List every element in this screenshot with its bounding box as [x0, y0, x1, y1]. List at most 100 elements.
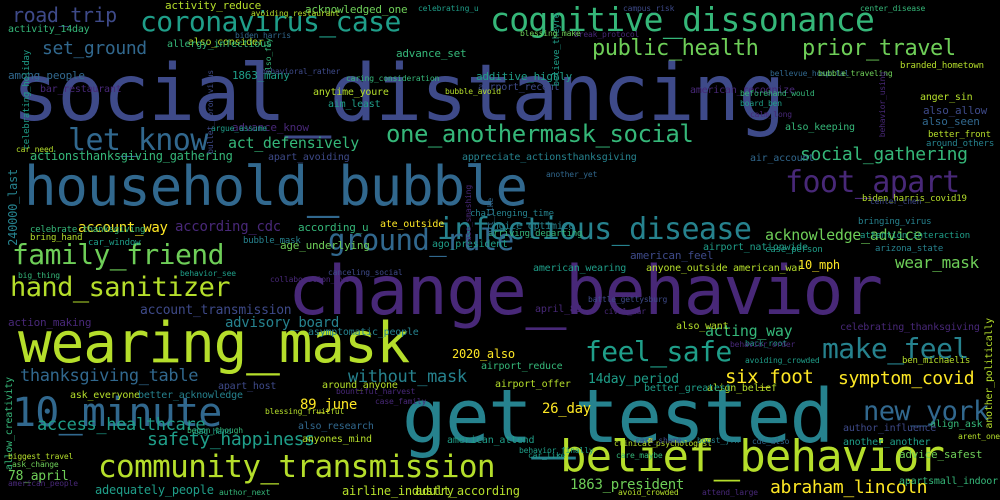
word-airport-offer: airport_offer: [495, 379, 571, 390]
word-behavior-see: behavior_see: [180, 269, 236, 278]
word-begun-though: begun_though: [187, 426, 243, 435]
word-canceling-social: canceling_social: [328, 268, 403, 277]
word-activity-14day: activity_14day: [8, 24, 90, 35]
word-ben-michaelis: ben_michaelis: [902, 356, 971, 366]
word-bit-like: bit_like: [486, 198, 495, 236]
word-among-people: among_people: [8, 69, 85, 82]
word-infectious-disease: infectious_disease: [437, 212, 752, 247]
word-behavior-finally: behavior_finally: [519, 446, 594, 455]
word-actionsthanksgiving-gathering: actionsthanksgiving_gathering: [30, 149, 233, 163]
word-abraham-lincoln: abraham_lincoln: [770, 477, 928, 498]
word-thanksgiving-table: thanksgiving_table: [20, 366, 199, 386]
word-american-people: american_people: [8, 479, 78, 488]
word-adult-according: adult_according: [415, 484, 520, 498]
word-anyone-outside: anyone_outside: [646, 263, 728, 274]
word-author-next: author_next: [219, 488, 271, 497]
word-also-keeping: also_keeping: [785, 122, 855, 133]
word-bubble-avoid: bubble_avoid: [445, 87, 501, 96]
word-let-know: let_know: [68, 123, 208, 158]
word-26-day: 26_day: [542, 401, 591, 417]
word-better-front: better_front: [928, 130, 991, 140]
word-hand-sanitizer: hand_sanitizer: [10, 272, 231, 303]
word-case-family: case_family: [375, 397, 427, 406]
word-april-89: april_89: [535, 304, 582, 315]
word-belief-behavior: belief_behavior: [560, 431, 945, 482]
word-anyones-mind: anyones_mind: [302, 434, 372, 445]
word-another-politically: another_politically: [984, 318, 995, 429]
word-another-yet: another_yet: [546, 170, 598, 179]
word-acting-way: acting_way: [705, 322, 793, 340]
word-back-root: back_root: [745, 339, 787, 348]
word-age-underlying: age_underlying: [280, 239, 370, 252]
word-according-cdc: according_cdc: [175, 219, 281, 235]
word-act-defensively: act_defensively: [228, 134, 359, 152]
word-better-acknowledge: better_acknowledge: [138, 390, 243, 401]
word-public-health: public_health: [592, 36, 759, 61]
word-behavior-using: behavior_using: [878, 72, 887, 138]
word-one-anothermask-social: one_anothermask_social: [386, 120, 694, 148]
word-1863-president: 1863_president: [570, 477, 685, 493]
word-social-gathering: social_gathering: [800, 144, 968, 165]
word-american-recognize: american_recognize: [690, 85, 795, 96]
word-apartsmall-indoor: apartsmall_indoor: [899, 476, 998, 487]
word-78-april: 78_april: [8, 469, 69, 484]
word-author-influence: author_influence: [843, 423, 937, 434]
word-cdc-also: cdc_also: [752, 437, 790, 446]
word-make-feel: make_feel: [822, 332, 969, 365]
word-safety-happiness: safety_happiness: [147, 429, 315, 450]
word-center-disease: center_disease: [860, 4, 926, 13]
word-biggest-travel: biggest_travel: [8, 452, 74, 461]
word-10-mph: 10_mph: [798, 258, 840, 272]
word-better-greatest: better_greatest: [644, 383, 732, 394]
word-arizona-state: arizona_state: [875, 244, 944, 254]
word-advance-know: advance_know: [232, 121, 309, 134]
word-blessing-make: blessing_make: [520, 29, 581, 38]
word-wear-mask: wear_mask: [895, 253, 979, 272]
word-feel-safe: feel_safe: [585, 335, 732, 368]
word-arent-one: arent_one: [958, 432, 1000, 441]
word-also-allow: also_allow: [923, 104, 988, 117]
word-coronavirus-case: coronavirus_case: [140, 5, 401, 38]
word-account-way: account_way: [78, 220, 168, 236]
word-avoid-crowded: avoid_crowded: [618, 488, 679, 497]
word-campus-risk: campus_risk: [623, 4, 675, 13]
word-change-behavior: change_behavior: [288, 252, 883, 331]
word-bag-hand: bag_hand: [194, 427, 232, 436]
word-airport-recent: airport_recent: [478, 82, 560, 93]
word-bringing-virus: bringing_virus: [858, 217, 932, 227]
word-six-foot: six_foot: [725, 366, 814, 388]
word-around-anyone: around_anyone: [322, 380, 398, 391]
word-1863-many: 1863_many: [232, 69, 290, 82]
word-american-feel: american_feel: [630, 249, 714, 262]
word-avoiding-crowded: avoiding_crowded: [745, 356, 820, 365]
word-case-smashing: case_smashing: [464, 185, 473, 246]
word-prior-travel: prior_travel: [802, 36, 956, 61]
word-new-york: new_york: [863, 396, 989, 427]
word-family-friend: family_friend: [12, 238, 224, 271]
word-blessing-fruitful: blessing_fruitful: [265, 407, 345, 416]
word-road-trip: road_trip: [12, 3, 117, 27]
word-choice-optimize: choice_optimize: [487, 221, 575, 232]
word-14day-period: 14day_period: [588, 372, 679, 387]
word-care-maybe: care_maybe: [616, 451, 663, 460]
word-around-others: around_others: [926, 139, 995, 149]
word-activity-reduce: activity_reduce: [165, 0, 262, 12]
word-challenging-time: challenging_time: [470, 209, 554, 219]
word-care-shame: care_shame: [635, 436, 682, 445]
word-anytime-youre: anytime_youre: [313, 87, 389, 98]
word-another-another: another_another: [843, 437, 931, 448]
word-arriving-departing: arriving_departing: [488, 229, 583, 239]
word-celebrating-thanksgiving: celebrating_thanksgiving: [840, 322, 980, 333]
word-branded-hometown: branded_hometown: [900, 61, 984, 71]
word-allergy-infectious: allergy_infectious: [167, 39, 272, 50]
word-action-making: action_making: [8, 316, 92, 329]
word-beforehand-would: beforehand_would: [740, 89, 815, 98]
word-according-u: according_u: [298, 221, 369, 234]
word-anger-sin: anger_sin: [920, 92, 973, 103]
word-10-minute: 10_minute: [12, 390, 222, 436]
word-civil-war: civil_war: [604, 307, 646, 316]
word-behavior-order: behavior_order: [730, 340, 796, 349]
word-bullet-coronavirus: bullet_coronavirus: [206, 70, 215, 154]
word-set-ground: set_ground: [42, 38, 147, 59]
